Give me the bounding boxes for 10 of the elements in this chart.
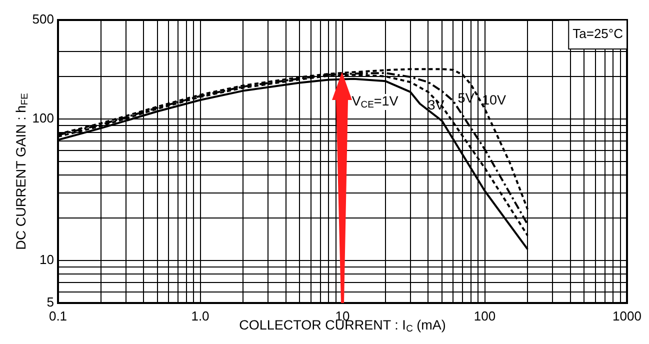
x-tick-label: 100 (474, 308, 496, 324)
x-tick-label: 1.0 (191, 308, 210, 324)
x-tick-label: 0.1 (48, 308, 68, 324)
x-tick-label: 1000 (612, 308, 642, 324)
y-tick-label: 500 (32, 12, 54, 27)
y-axis-title: DC CURRENT GAIN : hFE (14, 93, 30, 250)
annotation: Ta=25°C (572, 26, 624, 42)
y-tick-label: 100 (32, 110, 54, 126)
y-tick-label: 5 (46, 294, 54, 310)
y-tick-label: 10 (40, 252, 54, 267)
